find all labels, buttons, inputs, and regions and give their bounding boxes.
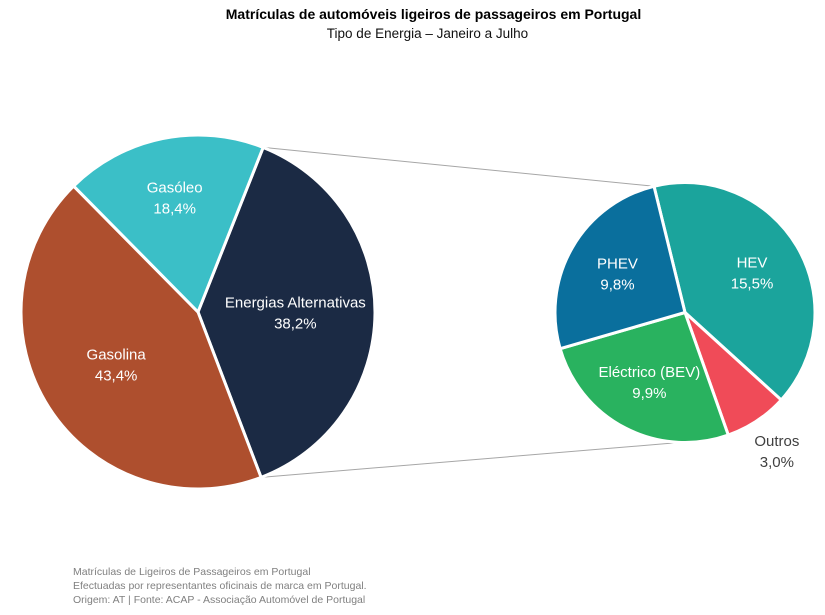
- connector-line-top: [263, 146, 655, 187]
- footnote-line-2: Efectuadas por representantes oficinais …: [73, 580, 367, 592]
- pie-slice-electrico-bev: [558, 311, 730, 444]
- pie-slice-phev: [553, 184, 687, 351]
- connector-line-bottom: [261, 441, 681, 478]
- footnote-line-3: Origem: AT | Fonte: ACAP - Associação Au…: [73, 594, 366, 606]
- pie-label-gasoleo: Gasóleo 18,4%: [147, 180, 203, 218]
- footnote-line-1: Matrículas de Ligeiros de Passageiros em…: [73, 566, 311, 578]
- pie-slice-gasoleo: [72, 133, 265, 314]
- chart-footnote: Matrículas de Ligeiros de Passageiros em…: [73, 565, 367, 607]
- pie-label-electrico-bev: Eléctrico (BEV) 9,9%: [599, 364, 701, 402]
- pie-label-hev: HEV 15,5%: [731, 255, 774, 293]
- chart-title: Matrículas de automóveis ligeiros de pas…: [225, 6, 642, 22]
- pie-slice-hev: [652, 181, 817, 402]
- pie-label-outros: Outros 3,0%: [754, 433, 799, 471]
- pie-label-gasolina: Gasolina 43,4%: [87, 347, 147, 385]
- pie-slice-gasolina: [19, 184, 263, 491]
- pie-label-phev: PHEV 9,8%: [597, 255, 638, 293]
- pie-slice-energias-alternativas: [196, 145, 377, 479]
- pie-label-energias-alternativas: Energias Alternativas 38,2%: [225, 295, 366, 333]
- chart-subtitle: Tipo de Energia – Janeiro a Julho: [326, 26, 529, 41]
